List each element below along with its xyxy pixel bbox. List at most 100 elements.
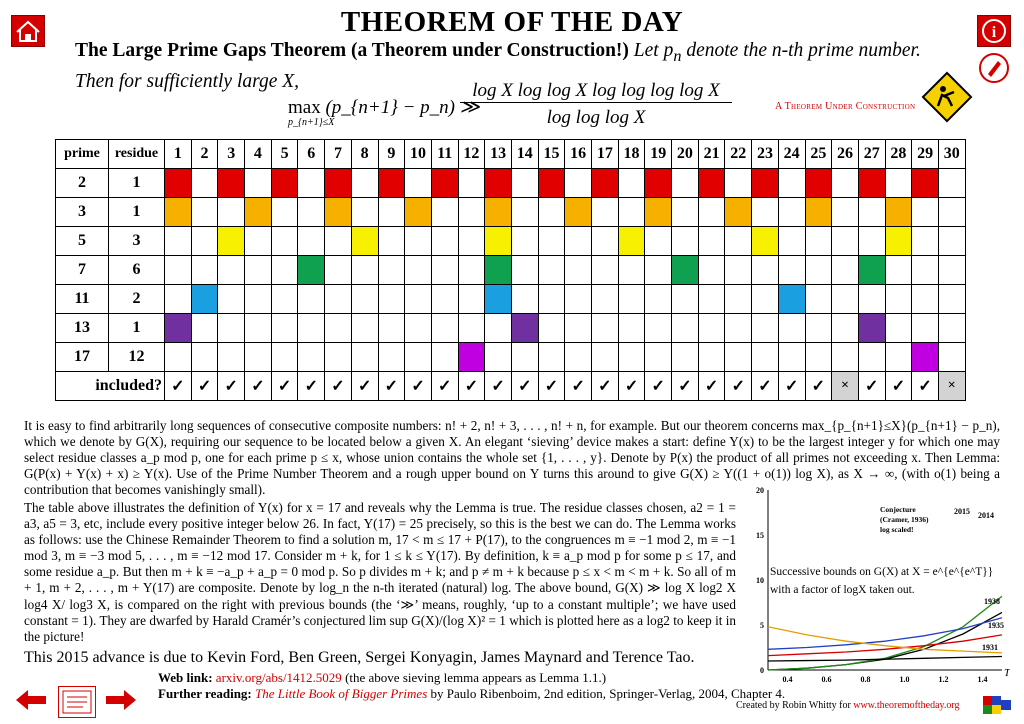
cell-11-24: [777, 284, 806, 314]
cell-13-2: [190, 313, 219, 343]
cell-11-16: [564, 284, 592, 314]
cell-7-10: [404, 255, 432, 285]
cell-3-4: [244, 197, 272, 227]
previous-arrow-icon[interactable]: [14, 688, 48, 717]
web-link[interactable]: arxiv.org/abs/1412.5029: [215, 670, 342, 685]
series-label: 2014: [978, 511, 994, 520]
cell-11-1: [164, 284, 192, 314]
col-header-27: 27: [857, 139, 886, 169]
cell-3-18: [617, 197, 646, 227]
included-row: included? ✓ ✓ ✓ ✓ ✓ ✓ ✓ ✓ ✓ ✓ ✓ ✓ ✓ ✓ ✓ ✓ ✓ ✓ ✓ ✓ ✓ ✓ ✓ ✓ ✓ × ✓ ✓ ✓ ×: [55, 371, 966, 401]
cell-3-12: [457, 197, 486, 227]
cell-17-27: [857, 342, 886, 372]
home-icon[interactable]: [11, 15, 45, 47]
credit-url[interactable]: www.theoremoftheday.org: [853, 700, 960, 711]
cell-17-2: [190, 342, 219, 372]
check-mark: ✓: [884, 371, 913, 401]
cell-3-3: [217, 197, 246, 227]
cell-2-2: [190, 168, 219, 198]
cell-7-23: [751, 255, 779, 285]
cell-11-13: [484, 284, 512, 314]
cell-17-8: [350, 342, 379, 372]
cell-13-22: [724, 313, 753, 343]
cell-5-23: [751, 226, 779, 256]
further-reading-title[interactable]: The Little Book of Bigger Primes: [255, 686, 428, 701]
statement-part-1: Let: [633, 40, 659, 61]
cell-3-26: [831, 197, 859, 227]
further-reading-rest: by Paulo Ribenboim, 2nd edition, Springe…: [430, 686, 786, 701]
cross-mark: ×: [831, 371, 859, 401]
cell-3-17: [591, 197, 619, 227]
cell-7-26: [831, 255, 859, 285]
next-arrow-icon[interactable]: [104, 688, 138, 717]
book-thumbnail-icon[interactable]: [58, 686, 96, 718]
series-line-2014: [767, 595, 1003, 671]
series-line-conjecture: [767, 626, 1003, 654]
cell-17-26: [831, 342, 859, 372]
cell-13-9: [377, 313, 406, 343]
cell-3-6: [297, 197, 326, 227]
cell-3-11: [430, 197, 459, 227]
cell-2-1: [164, 168, 192, 198]
check-mark: ✓: [911, 371, 939, 401]
cell-5-11: [430, 226, 459, 256]
cell-residue: 3: [108, 226, 165, 256]
cell-7-16: [564, 255, 592, 285]
pencil-icon[interactable]: [978, 52, 1010, 89]
cell-17-5: [270, 342, 299, 372]
cell-5-2: [190, 226, 219, 256]
info-icon[interactable]: i: [977, 15, 1011, 47]
cell-2-23: [751, 168, 779, 198]
cell-3-20: [671, 197, 699, 227]
cell-5-15: [537, 226, 566, 256]
chart-caption-2: with a factor of logX taken out.: [770, 584, 915, 596]
cell-7-4: [244, 255, 272, 285]
col-header-5: 5: [270, 139, 299, 169]
col-header-2: 2: [190, 139, 219, 169]
check-mark: ✓: [617, 371, 646, 401]
cell-2-29: [911, 168, 939, 198]
check-mark: ✓: [697, 371, 726, 401]
cell-13-1: [164, 313, 192, 343]
cell-11-20: [671, 284, 699, 314]
cell-prime: 17: [55, 342, 109, 372]
conjecture-label: Conjecture: [880, 505, 916, 514]
cell-13-29: [911, 313, 939, 343]
cell-11-25: [804, 284, 833, 314]
cell-7-22: [724, 255, 753, 285]
col-header-15: 15: [537, 139, 566, 169]
cell-7-6: [297, 255, 326, 285]
x-tick-label: 1.4: [978, 675, 988, 684]
cell-17-22: [724, 342, 753, 372]
y-tick-label: 15: [756, 531, 764, 540]
cell-2-13: [484, 168, 512, 198]
cell-17-14: [510, 342, 539, 372]
paragraph-intro: It is easy to find arbitrarily long sequ…: [24, 418, 1000, 498]
col-header-17: 17: [591, 139, 619, 169]
cell-5-4: [244, 226, 272, 256]
cell-3-23: [751, 197, 779, 227]
page-badge-icon: [983, 696, 1011, 714]
cell-5-6: [297, 226, 326, 256]
cell-13-30: [937, 313, 966, 343]
cell-2-16: [564, 168, 592, 198]
x-tick-label: 1.0: [900, 675, 910, 684]
cell-7-30: [937, 255, 966, 285]
cell-11-29: [911, 284, 939, 314]
series-line-1931: [767, 655, 1003, 662]
cell-7-20: [671, 255, 699, 285]
residue-table: prime residue 1 2 3 4 5 6 7 8 9 10 11 12 13 14 15 16 17 1…: [55, 139, 966, 401]
cell-17-15: [537, 342, 566, 372]
col-header-4: 4: [244, 139, 272, 169]
table-row: 13 1: [55, 313, 966, 343]
cell-11-26: [831, 284, 859, 314]
cell-17-13: [484, 342, 512, 372]
col-header-12: 12: [457, 139, 486, 169]
cell-11-7: [324, 284, 352, 314]
cell-17-28: [884, 342, 913, 372]
col-header-21: 21: [697, 139, 726, 169]
x-tick-label: 0.8: [861, 675, 871, 684]
credit-line: Created by Robin Whitty for www.theoremo…: [736, 700, 960, 711]
